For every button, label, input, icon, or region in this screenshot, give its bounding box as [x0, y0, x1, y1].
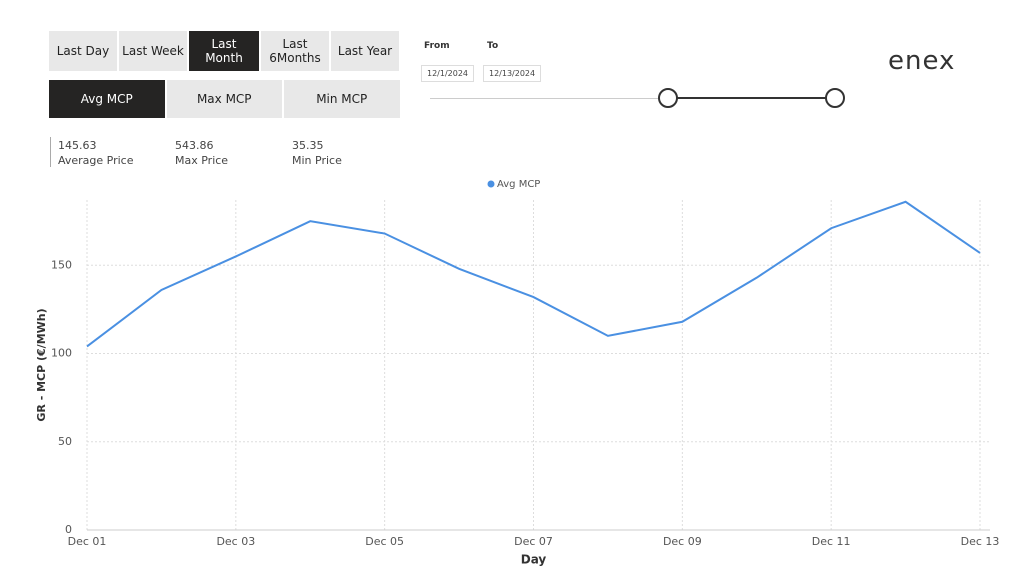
- legend-label: Avg MCP: [497, 179, 540, 190]
- measure-button[interactable]: Max MCP: [165, 79, 283, 119]
- metric-label: Max Price: [175, 154, 229, 167]
- metric-value: 35.35: [292, 139, 324, 152]
- metric-divider: [50, 137, 51, 167]
- range-button[interactable]: Last 6Months: [260, 30, 330, 72]
- y-axis-label: GR - MCP (€/MWh): [35, 308, 48, 421]
- logo: enex: [888, 46, 956, 76]
- metric-value: 543.86: [175, 139, 214, 152]
- measure-button[interactable]: Min MCP: [283, 79, 401, 119]
- x-tick-label: Dec 11: [812, 535, 851, 548]
- x-tick-label: Dec 13: [961, 535, 1000, 548]
- y-tick-label: 100: [51, 347, 72, 360]
- range-button[interactable]: Last Week: [118, 30, 188, 72]
- x-tick-label: Dec 03: [216, 535, 255, 548]
- metric-value: 145.63: [58, 139, 97, 152]
- slider-handle-start[interactable]: [658, 88, 678, 108]
- slider-handle-end[interactable]: [825, 88, 845, 108]
- to-label: To: [487, 41, 499, 51]
- slider-range: [668, 97, 834, 99]
- data-line: [86, 200, 981, 348]
- x-tick-label: Dec 09: [663, 535, 702, 548]
- range-button[interactable]: Last Day: [48, 30, 118, 72]
- y-tick-label: 150: [51, 258, 72, 271]
- metric: 145.63 Average Price: [58, 138, 134, 168]
- metric: 35.35 Min Price: [292, 138, 342, 168]
- y-tick-label: 0: [65, 523, 72, 536]
- to-date[interactable]: 12/13/2024: [483, 65, 542, 82]
- legend-marker: [487, 180, 495, 188]
- y-tick-label: 50: [58, 435, 72, 448]
- x-tick-label: Dec 05: [365, 535, 404, 548]
- from-label: From: [424, 41, 450, 51]
- metric-label: Min Price: [292, 154, 342, 167]
- slider-track: [430, 98, 668, 99]
- metric: 543.86 Max Price: [175, 138, 228, 168]
- x-axis-label: Day: [521, 553, 547, 567]
- x-tick-label: Dec 01: [68, 535, 107, 548]
- metric-label: Average Price: [58, 154, 134, 167]
- range-button[interactable]: Last Year: [330, 30, 400, 72]
- measure-button[interactable]: Avg MCP: [48, 79, 166, 119]
- x-tick-label: Dec 07: [514, 535, 553, 548]
- from-date[interactable]: 12/1/2024: [421, 65, 475, 82]
- range-button[interactable]: Last Month: [188, 30, 260, 72]
